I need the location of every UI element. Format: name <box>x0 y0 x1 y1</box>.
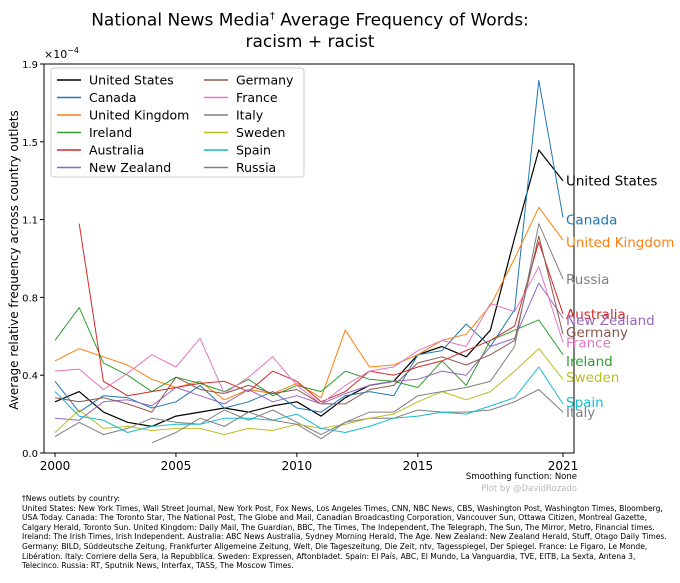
end-label-russia: Russia <box>566 272 609 288</box>
title-dagger: † <box>269 11 275 22</box>
footnote-body: United States: New York Times, Wall Stre… <box>22 503 667 571</box>
plot-frame <box>43 63 575 454</box>
y-multiplier: ×10−4 <box>44 46 79 61</box>
end-label-new-zealand: New Zealand <box>566 313 655 329</box>
legend-label-germany: Germany <box>236 73 294 88</box>
x-tick-label: 2005 <box>161 459 192 473</box>
end-label-italy: Italy <box>566 405 595 421</box>
end-label-united-kingdom: United Kingdom <box>566 235 674 251</box>
legend-label-united-states: United States <box>89 73 174 88</box>
legend-label-united-kingdom: United Kingdom <box>89 108 189 123</box>
end-label-ireland: Ireland <box>566 354 613 370</box>
title-line1: National News Media <box>91 10 270 31</box>
series-line-spain <box>54 366 564 433</box>
series-line-germany <box>54 235 564 413</box>
end-label-australia: Australia <box>566 307 626 323</box>
y-tick-label: 1.5 <box>22 138 38 149</box>
y-tick-label: 0.0 <box>22 449 38 460</box>
x-tick-label: 2000 <box>40 459 71 473</box>
y-axis-label: Average relative frequency across countr… <box>7 110 21 409</box>
legend-label-australia: Australia <box>89 143 144 158</box>
series-line-new-zealand <box>54 282 564 421</box>
chart-title: National News Media† Average Frequency o… <box>0 6 620 53</box>
series-line-russia <box>151 223 564 444</box>
end-label-france: France <box>566 335 611 351</box>
legend-label-spain: Spain <box>236 143 271 158</box>
plot-credit: Plot by @DavidRozado <box>481 484 577 494</box>
x-tick-label: 2010 <box>282 459 313 473</box>
legend-label-canada: Canada <box>89 90 137 105</box>
smoothing-note: Smoothing function: None <box>465 472 577 482</box>
legend-label-ireland: Ireland <box>89 125 132 140</box>
y-tick-label: 0.4 <box>22 371 38 382</box>
end-label-spain: Spain <box>566 395 604 411</box>
end-label-canada: Canada <box>566 213 617 229</box>
end-label-sweden: Sweden <box>566 370 619 386</box>
footnote-header: †News outlets by country: <box>22 494 121 503</box>
title-line1-rest: Average Frequency of Words: <box>274 10 529 31</box>
x-tick-label: 2015 <box>403 459 434 473</box>
y-tick-label: 1.1 <box>22 216 38 227</box>
series-line-united-kingdom <box>54 206 564 401</box>
legend-label-france: France <box>236 90 278 105</box>
legend: United States Canada United Kingdom Ireland… <box>50 67 305 178</box>
y-tick-label: 0.8 <box>22 293 38 304</box>
footnote: †News outlets by country: United States:… <box>22 494 672 571</box>
series-line-united-states <box>54 149 564 427</box>
y-multiplier-base: ×10 <box>44 48 67 61</box>
series-line-sweden <box>54 348 564 436</box>
end-labels: United States Canada United Kingdom Russia A… <box>566 174 674 421</box>
legend-label-italy: Italy <box>236 108 264 123</box>
series-line-ireland <box>54 307 564 397</box>
legend-box <box>50 67 305 178</box>
end-label-united-states: United States <box>566 174 657 190</box>
series-lines <box>54 79 564 444</box>
y-multiplier-exp: −4 <box>67 46 79 55</box>
x-tick-label: 2021 <box>548 459 579 473</box>
series-line-france <box>54 266 564 405</box>
legend-label-sweden: Sweden <box>236 125 285 140</box>
legend-label-russia: Russia <box>236 160 276 175</box>
legend-label-new-zealand: New Zealand <box>89 160 171 175</box>
end-label-germany: Germany <box>566 325 628 341</box>
axes: 2000 2005 2010 2015 2021 0.0 0.4 0.8 1.1 1.5 1.9 <box>22 60 578 473</box>
series-line-australia <box>78 223 564 403</box>
series-line-italy <box>54 389 564 438</box>
y-tick-label: 1.9 <box>22 60 38 71</box>
title-line2: racism + racist <box>245 31 375 52</box>
